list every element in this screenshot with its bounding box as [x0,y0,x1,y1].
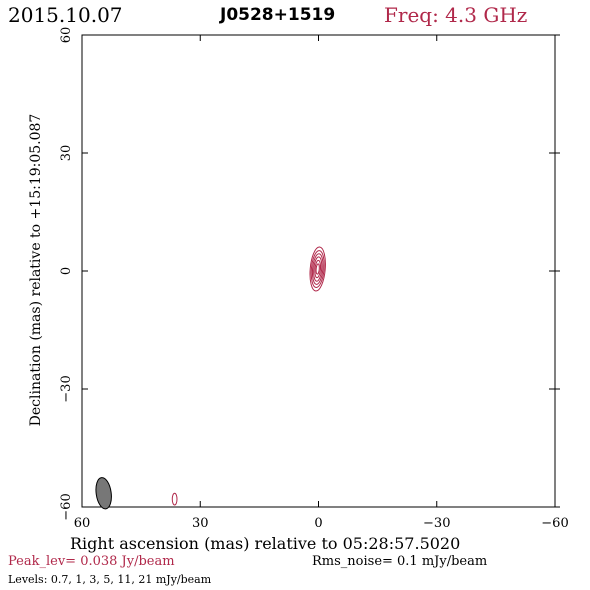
plot-frame [81,34,556,508]
y-tick-label: −60 [59,493,74,520]
y-tick-label: 30 [59,145,74,162]
frequency-label: Freq: 4.3 GHz [384,3,528,27]
contour-line [314,259,322,279]
x-tick-label: 0 [314,516,322,531]
contour-line [311,253,324,285]
y-tick-label: −30 [59,375,74,402]
observation-date: 2015.10.07 [8,3,123,27]
rms-noise: Rms_noise= 0.1 mJy/beam [312,554,488,569]
x-tick-label: −30 [423,516,450,531]
x-tick-label: 30 [192,516,209,531]
axis-ticks [81,34,560,508]
y-axis-label: Declination (mas) relative to +15:19:05.… [28,113,44,427]
y-tick-label: 0 [59,267,74,275]
source-contours [171,246,326,506]
x-tick-label: 60 [74,516,91,531]
y-tick-label: 60 [59,27,74,44]
contour-line [313,256,323,282]
contour-line [315,263,320,275]
beam-ellipse [95,477,112,510]
source-name: J0528+1519 [220,5,336,25]
contour-line [310,250,325,288]
contour-levels: Levels: 0.7, 1, 3, 5, 11, 21 mJy/beam [8,573,212,586]
x-axis-label: Right ascension (mas) relative to 05:28:… [70,534,461,553]
contour-line [171,492,178,506]
peak-level: Peak_lev= 0.038 Jy/beam [8,554,175,569]
beam-shape [95,477,112,510]
x-tick-label: −60 [541,516,568,531]
contour-line [309,246,326,292]
